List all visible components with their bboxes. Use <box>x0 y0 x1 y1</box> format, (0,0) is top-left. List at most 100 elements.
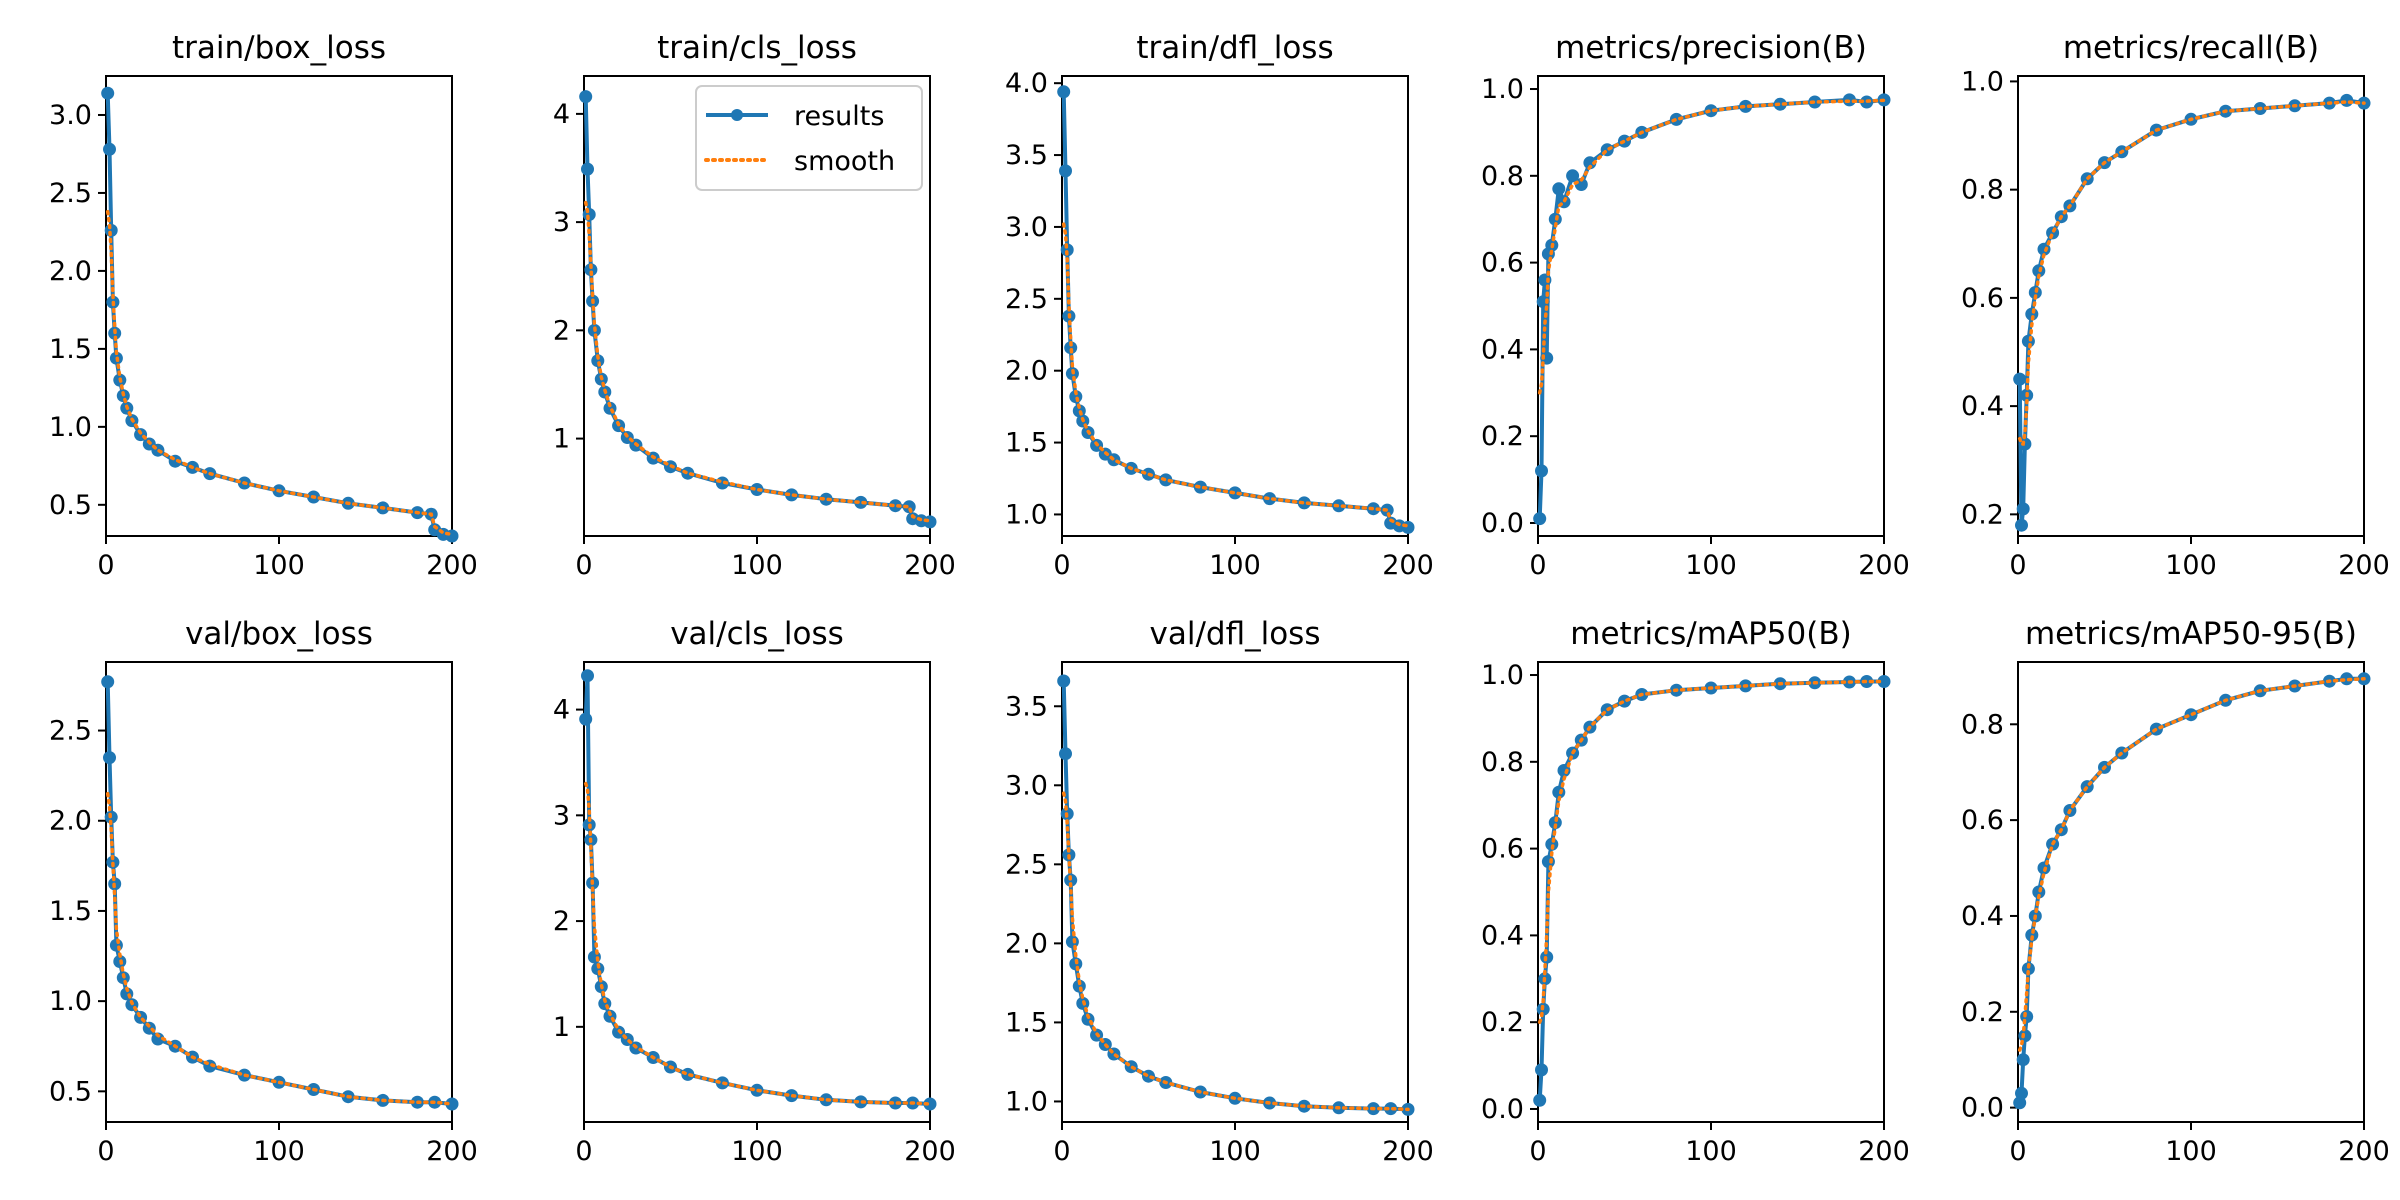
chart-title: val/cls_loss <box>670 616 844 652</box>
y-tick-label: 0.6 <box>1481 834 1524 865</box>
y-tick-label: 1 <box>553 1012 570 1043</box>
x-tick-label: 100 <box>253 550 305 581</box>
y-tick-label: 4.0 <box>1005 68 1048 99</box>
results-point <box>101 675 115 689</box>
results-point <box>1384 1102 1398 1116</box>
results-point <box>579 712 593 726</box>
legend-results-marker <box>731 109 743 121</box>
y-tick-label: 0.8 <box>1481 161 1524 192</box>
x-tick-label: 100 <box>1209 1136 1261 1167</box>
results-point <box>1739 99 1753 113</box>
x-tick-label: 200 <box>2338 1136 2390 1167</box>
smooth-line <box>105 791 454 1106</box>
x-tick-label: 100 <box>731 1136 783 1167</box>
y-tick-label: 2.0 <box>1005 356 1048 387</box>
y-tick-label: 0.8 <box>1961 175 2004 206</box>
smooth-line <box>583 200 932 523</box>
y-tick-label: 0.6 <box>1481 248 1524 279</box>
panel-train-box-loss: train/box_loss 0 100 200 0.5 1.0 1.5 2.0 2.5 3.0 <box>49 30 478 581</box>
chart-title: train/box_loss <box>172 30 386 66</box>
x-tick-label: 100 <box>1685 550 1737 581</box>
y-tick-label: 2.0 <box>49 256 92 287</box>
y-tick-label: 1.0 <box>1481 74 1524 105</box>
results-point <box>2016 1053 2030 1067</box>
results-point <box>2013 372 2027 386</box>
results-point <box>2020 1010 2034 1024</box>
x-tick-label: 0 <box>2009 1136 2026 1167</box>
y-tick-label: 0.0 <box>1961 1093 2004 1124</box>
x-tick-label: 200 <box>426 550 478 581</box>
y-tick-label: 0.2 <box>1481 1007 1524 1038</box>
x-tick-label: 0 <box>1529 1136 1546 1167</box>
results-point <box>1566 169 1580 183</box>
y-tick-label: 2.5 <box>1005 849 1048 880</box>
x-tick-label: 200 <box>904 550 956 581</box>
results-point <box>1552 182 1566 196</box>
y-tick-label: 0.8 <box>1481 747 1524 778</box>
panel-train-cls-loss: train/cls_loss 0 100 200 1 2 3 4 <box>553 30 956 581</box>
y-tick-label: 2.5 <box>49 178 92 209</box>
y-tick-label: 3.5 <box>1005 691 1048 722</box>
y-tick-label: 0.6 <box>1961 283 2004 314</box>
x-tick-label: 200 <box>1858 1136 1910 1167</box>
results-point <box>1060 243 1074 257</box>
y-tick-label: 2 <box>553 315 570 346</box>
results-point <box>888 499 902 513</box>
x-tick-label: 0 <box>2009 550 2026 581</box>
results-point <box>1533 1093 1547 1107</box>
results-point <box>854 495 868 509</box>
chart-title: train/cls_loss <box>657 30 857 66</box>
y-tick-label: 3.5 <box>1005 140 1048 171</box>
y-tick-label: 0.4 <box>1961 391 2004 422</box>
results-point <box>142 1021 156 1035</box>
legend-box <box>695 85 923 191</box>
results-point <box>750 483 764 496</box>
x-tick-label: 0 <box>97 1136 114 1167</box>
results-point <box>1059 164 1072 178</box>
x-tick-label: 0 <box>1053 1136 1070 1167</box>
results-point <box>819 492 833 506</box>
x-tick-label: 0 <box>575 1136 592 1167</box>
x-tick-label: 200 <box>1382 550 1434 581</box>
smooth-line <box>2017 100 2366 446</box>
results-point <box>2037 242 2051 256</box>
x-tick-label: 0 <box>1529 550 1546 581</box>
y-tick-label: 3.0 <box>1005 770 1048 801</box>
results-point <box>103 751 116 765</box>
panel-metrics-map50-b: metrics/mAP50(B) 0 100 200 0.0 0.2 0.4 0.6 0.8 1.… <box>1481 616 1910 1167</box>
y-tick-label: 1.0 <box>1481 660 1524 691</box>
y-tick-label: 3.0 <box>1005 212 1048 243</box>
results-point <box>1533 512 1547 526</box>
x-tick-label: 100 <box>1685 1136 1737 1167</box>
x-tick-label: 200 <box>426 1136 478 1167</box>
results-point <box>1057 674 1071 688</box>
results-point <box>581 162 594 176</box>
y-tick-label: 4 <box>553 695 570 726</box>
y-tick-label: 4 <box>553 99 570 130</box>
results-point <box>1065 935 1079 949</box>
y-tick-label: 0.2 <box>1961 997 2004 1028</box>
x-tick-label: 100 <box>2165 550 2217 581</box>
results-point <box>101 86 115 100</box>
smooth-line <box>1061 791 1410 1112</box>
results-point <box>445 1097 459 1111</box>
smooth-line <box>2017 677 2366 1052</box>
results-point <box>2340 672 2354 686</box>
results-point <box>888 1096 902 1110</box>
results-point <box>1535 1063 1548 1077</box>
x-tick-label: 200 <box>2338 550 2390 581</box>
y-tick-label: 1.0 <box>1961 66 2004 97</box>
y-tick-label: 0.4 <box>1481 920 1524 951</box>
results-point <box>1704 104 1718 118</box>
chart-title: metrics/precision(B) <box>1555 30 1867 66</box>
results-point <box>1541 855 1555 869</box>
results-point <box>923 1097 937 1111</box>
y-tick-label: 1.0 <box>49 986 92 1017</box>
results-point <box>785 488 799 502</box>
legend: results smooth <box>695 85 923 191</box>
results-point <box>151 1032 165 1046</box>
y-tick-label: 2 <box>553 906 570 937</box>
x-tick-label: 200 <box>1382 1136 1434 1167</box>
